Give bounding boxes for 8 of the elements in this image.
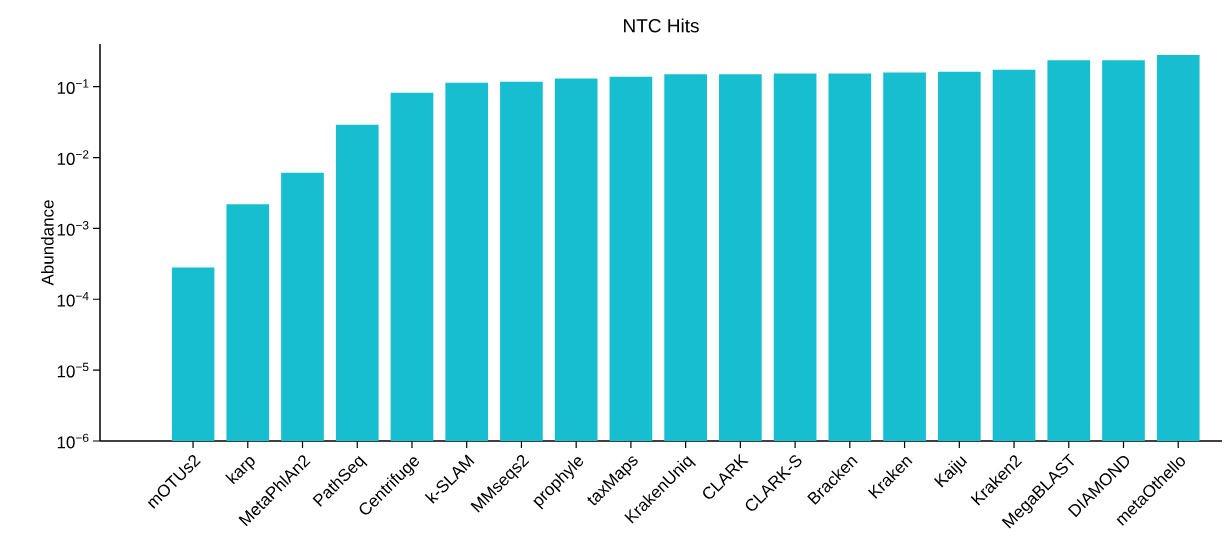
y-tick-label: 10$^{−4}$ (57, 291, 89, 307)
y-tick-label: 10$^{−2}$ (57, 150, 89, 165)
y-tick-label: 10$^{−6}$ (57, 433, 89, 449)
chart-title: NTC Hits (624, 18, 699, 33)
y-axis-title: Abundance (41, 200, 54, 286)
y-tick-label: 10$^{−5}$ (57, 362, 89, 378)
y-tick-label: 10$^{−3}$ (57, 221, 89, 236)
y-tick-label: 10$^{−1}$ (57, 79, 89, 94)
